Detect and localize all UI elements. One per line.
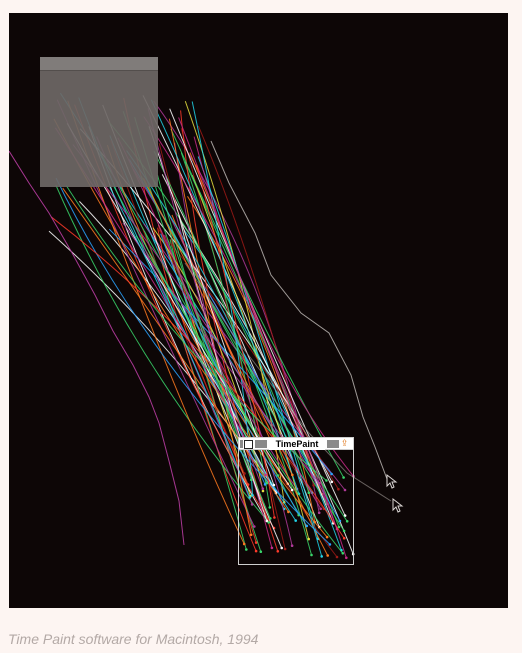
trace-endpoint [250,478,253,482]
trace-endpoint [290,488,294,492]
trace-endpoint [251,494,254,497]
mouse-trace [150,99,323,557]
trace-endpoint [337,525,341,529]
ghost-window [40,57,158,187]
trace-endpoint [259,550,263,553]
trace-endpoint [310,553,313,557]
trace-endpoint [250,503,254,506]
trace-endpoint [245,548,248,551]
trace-endpoint [267,521,271,524]
trace-endpoint [328,543,332,546]
mouse-trace [169,108,346,516]
trace-endpoint [276,474,280,477]
window-title: TimePaint [269,438,325,450]
mouse-trace [157,174,271,519]
trace-endpoint [290,544,294,547]
mouse-trace [9,150,185,546]
arrow-cursor-icon [392,497,404,513]
trace-endpoint [318,481,321,485]
trace-endpoint [330,480,334,484]
trace-endpoint [330,472,333,476]
trace-endpoint [317,511,321,515]
trace-endpoint [254,549,258,553]
trace-endpoint [254,541,258,544]
trace-endpoint [269,517,272,520]
trace-endpoint [272,483,276,487]
trace-endpoint [249,533,253,537]
trace-endpoint [265,519,269,523]
trace-endpoint [307,491,311,495]
mouse-trace [55,184,270,523]
mouse-trace [197,156,319,539]
mouse-trace [170,128,345,478]
mouse-trace [178,214,268,521]
mouse-trace-lines [9,92,404,560]
mouse-trace [157,224,251,497]
mouse-trace [143,116,347,558]
trace-endpoint [325,535,329,539]
trace-endpoint [342,537,346,540]
image-caption: Time Paint software for Macintosh, 1994 [8,631,259,647]
trace-endpoint [337,487,340,491]
timepaint-titlebar[interactable]: TimePaint ⇪ [239,438,353,450]
trace-endpoint [261,487,265,491]
trace-endpoint [335,555,339,559]
trace-endpoint [280,546,284,550]
mouse-trace [109,186,251,498]
trace-endpoint [243,472,246,475]
trace-endpoint [268,506,272,509]
ghost-window-titlebar [40,57,158,71]
trace-endpoint [273,516,276,519]
trace-endpoint [345,520,349,523]
trace-endpoint [263,483,267,486]
timepaint-window[interactable]: TimePaint ⇪ [238,437,354,565]
trace-endpoint [270,546,274,550]
trace-endpoint [312,484,315,487]
mouse-trace [117,137,273,549]
mouse-trace [196,164,275,518]
close-box-icon[interactable] [244,440,253,449]
trace-endpoint [283,547,287,551]
trace-endpoint [345,556,348,560]
trace-endpoint [264,473,267,477]
mouse-trace [181,221,354,555]
mouse-trace [96,136,253,505]
trace-endpoint [305,524,309,528]
trace-endpoint [307,537,311,541]
trace-endpoint [319,507,323,511]
arrow-cursor-icon [386,473,398,489]
trace-endpoint [326,554,330,557]
mouse-trace [184,161,340,528]
mouse-trace [210,140,388,480]
trace-endpoint [248,496,252,499]
trace-endpoint [343,488,347,492]
zoom-box-icon[interactable]: ⇪ [340,438,349,448]
trace-endpoint [291,473,294,477]
trace-endpoint [338,519,342,523]
trace-endpoint [342,529,346,533]
trace-endpoint [342,476,345,479]
trace-endpoint [287,510,290,514]
trace-endpoint [294,519,298,522]
trace-endpoint [253,525,256,528]
trace-endpoint [325,479,328,482]
trace-endpoint [341,552,345,555]
mouse-trace [184,262,392,502]
trace-endpoint [343,514,347,517]
mouse-trace [147,108,264,489]
mouse-trace [50,216,345,539]
mouse-trace [62,187,289,513]
trace-endpoint [242,542,246,546]
trace-endpoint [261,489,265,493]
mouse-trace [72,144,322,510]
timepaint-screen: TimePaint ⇪ [9,13,508,608]
trace-endpoint [276,550,280,553]
mouse-trace [55,177,331,545]
trace-endpoint [320,555,324,558]
mouse-trace [191,175,310,540]
